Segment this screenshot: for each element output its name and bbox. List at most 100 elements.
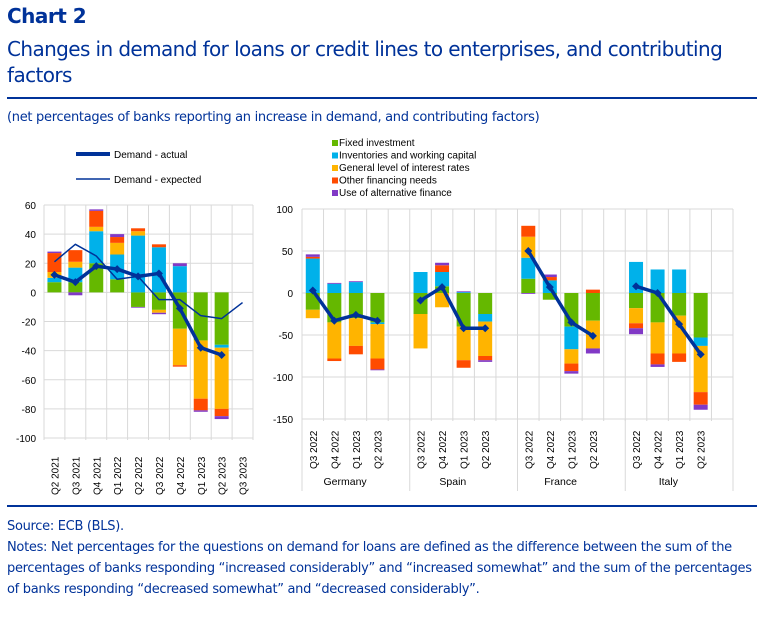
marker-actual <box>71 278 80 287</box>
bar-segment-8-inventories <box>214 344 229 348</box>
marker-actual <box>175 304 184 313</box>
bar-segment-germany-1-inventories <box>327 283 342 293</box>
y-tick-label: -20 <box>22 318 37 329</box>
legend-label-interest: General level of interest rates <box>339 163 470 174</box>
bar-segment-italy-0-fixed <box>629 293 644 309</box>
bar-segment-italy-1-interest <box>650 322 665 354</box>
bar-segment-france-3-fixed <box>585 293 600 321</box>
x-tick-label: Q3 2022 <box>417 430 428 469</box>
line-actual-germany <box>311 289 378 323</box>
bar-segment-3-other <box>110 237 125 243</box>
x-tick-label: Q2 2023 <box>373 430 384 469</box>
marker-actual <box>373 316 382 325</box>
group-label-italy: Italy <box>659 476 679 488</box>
y-tick-label: 0 <box>30 288 36 299</box>
bar-segment-0-alternative <box>47 251 62 254</box>
marker-actual <box>675 320 684 329</box>
marker-actual <box>217 350 226 359</box>
bar-segment-5-interest <box>151 309 166 313</box>
x-tick-label: Q4 2022 <box>654 430 665 469</box>
marker-actual <box>524 247 533 255</box>
bar-segment-germany-3-other <box>370 358 385 370</box>
bar-segment-germany-2-interest <box>348 318 363 346</box>
bar-segment-germany-2-inventories <box>348 282 363 293</box>
legend-label-inventories: Inventories and working capital <box>339 151 476 162</box>
notes-text: Notes: Net percentages for the questions… <box>7 540 752 597</box>
x-tick-label: Q3 2023 <box>239 456 250 495</box>
left-chart: 60 40 20 0 -20 -40 -60 -80 -100 Q2 2021 Q3 2021 Q4 … <box>16 201 254 495</box>
legend-label-expected: Demand - expected <box>114 175 201 186</box>
legend-swatch-fixed <box>332 140 338 146</box>
bar-segment-italy-0-alternative <box>629 328 644 335</box>
bar-segment-spain-3-interest <box>478 321 493 356</box>
legend-label-other: Other financing needs <box>339 176 437 187</box>
y-tick-label: 100 <box>276 205 293 216</box>
bar-segment-germany-0-inventories <box>305 258 320 293</box>
bar-segment-6-alternative <box>172 263 187 267</box>
x-tick-label: Q1 2022 <box>113 456 124 495</box>
bar-segment-germany-3-alternative <box>370 369 385 371</box>
bar-segment-6-interest <box>172 328 187 366</box>
footer: Source: ECB (BLS). Notes: Net percentage… <box>7 516 757 600</box>
bar-segment-france-2-interest <box>564 349 579 364</box>
bar-segment-7-alternative <box>193 410 208 412</box>
bar-segment-france-1-alternative <box>542 274 557 278</box>
bar-segment-germany-2-alternative <box>348 281 363 283</box>
charts-area: Demand - actual Demand - expected Fixed … <box>16 138 734 495</box>
bar-segment-spain-1-inventories <box>435 272 450 287</box>
bar-segment-5-alternative <box>151 312 166 315</box>
bar-segment-6-other <box>172 365 187 367</box>
bar-segment-spain-3-alternative <box>478 360 493 362</box>
bar-segment-4-other <box>131 228 146 232</box>
x-tick-label: Q1 2023 <box>675 430 686 469</box>
bar-segment-spain-2-inventories <box>456 292 471 293</box>
bar-segment-italy-3-interest <box>693 345 708 393</box>
bar-segment-spain-2-interest <box>456 326 471 361</box>
bar-segment-1-fixed <box>68 282 83 293</box>
bar-segment-7-other <box>193 398 208 411</box>
bar-segment-germany-1-other <box>327 358 342 362</box>
x-tick-label: Q2 2023 <box>481 430 492 469</box>
bar-segment-5-other <box>151 244 166 248</box>
x-tick-label: Q3 2022 <box>309 430 320 469</box>
bar-segment-4-inventories <box>131 235 146 293</box>
legend-label-fixed: Fixed investment <box>339 138 415 149</box>
bar-segment-italy-1-alternative <box>650 364 665 367</box>
bar-segment-italy-0-inventories <box>629 261 644 293</box>
y-tick-label: -150 <box>273 415 293 426</box>
marker-actual <box>196 343 205 352</box>
y-tick-label: 50 <box>282 247 294 258</box>
bar-segment-germany-1-interest <box>327 322 342 359</box>
bar-segment-france-0-alternative <box>521 293 536 294</box>
bar-segment-france-1-other <box>542 277 557 281</box>
x-tick-label: Q2 2023 <box>697 430 708 469</box>
bar-segment-france-0-inventories <box>521 257 536 279</box>
chart-subtitle: (net percentages of banks reporting an i… <box>7 110 540 125</box>
bar-segment-1-other <box>68 250 83 262</box>
bar-segment-3-fixed <box>110 279 125 293</box>
bar-segment-germany-0-alternative <box>305 254 320 257</box>
legend-swatch-interest <box>332 165 338 171</box>
x-tick-label: Q3 2022 <box>632 430 643 469</box>
y-tick-label: -100 <box>16 434 36 445</box>
bar-segment-4-alternative <box>131 306 146 308</box>
x-tick-label: Q2 2023 <box>589 430 600 469</box>
bar-segment-germany-1-alternative <box>327 282 342 284</box>
y-tick-label: 60 <box>25 201 37 212</box>
x-tick-label: Q1 2023 <box>197 456 208 495</box>
bar-segment-spain-3-inventories <box>478 314 493 322</box>
marker-actual <box>416 296 425 305</box>
bar-segment-italy-2-other <box>672 353 687 362</box>
bar-segment-2-inventories <box>89 231 104 264</box>
bar-segment-spain-2-alternative <box>456 291 471 293</box>
marker-actual <box>154 269 163 278</box>
x-tick-label: Q4 2022 <box>176 456 187 495</box>
bar-segment-6-inventories <box>172 266 187 293</box>
legend-factors: Fixed investment Inventories and working … <box>332 138 476 199</box>
x-tick-label: Q2 2022 <box>134 456 145 495</box>
bar-segment-germany-0-other <box>305 256 320 259</box>
bar-segment-france-2-alternative <box>564 371 579 374</box>
bar-segment-germany-3-interest <box>370 324 385 359</box>
bar-segment-2-alternative <box>89 209 104 211</box>
bar-segment-4-interest <box>131 231 146 236</box>
